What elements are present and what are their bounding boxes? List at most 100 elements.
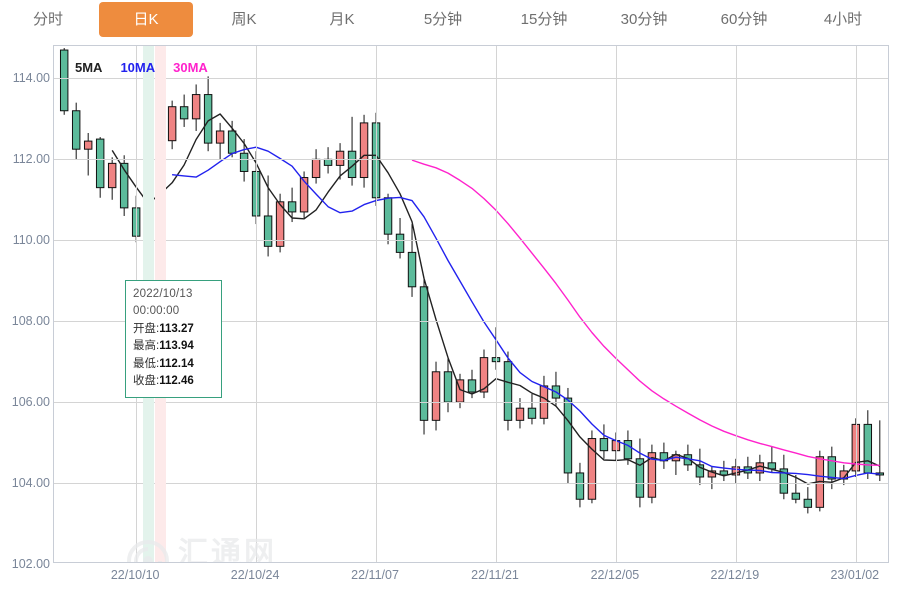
y-axis-label: 108.00 bbox=[11, 314, 50, 329]
candlestick bbox=[431, 361, 441, 431]
candlestick bbox=[527, 394, 537, 425]
x-axis-label: 22/12/05 bbox=[590, 568, 640, 582]
candlestick bbox=[587, 430, 597, 504]
candlestick bbox=[563, 387, 573, 484]
gridline-horizontal bbox=[54, 321, 888, 322]
tooltip-open-label: 开盘: bbox=[133, 322, 160, 335]
candlestick bbox=[323, 147, 333, 174]
candlestick-chart-plot[interactable]: 汇通网 FX678.COM 2022/10/13 00:00:00 开盘:113… bbox=[53, 45, 889, 563]
tooltip-close-label: 收盘: bbox=[133, 375, 160, 388]
tab-周K[interactable]: 周K bbox=[207, 2, 281, 37]
tooltip-high-row: 最高:113.94 bbox=[133, 338, 215, 355]
candlestick bbox=[731, 458, 741, 484]
x-axis-label: 22/10/24 bbox=[230, 568, 280, 582]
tab-label: 周K bbox=[231, 11, 257, 28]
candlestick bbox=[227, 120, 237, 158]
y-axis-label: 104.00 bbox=[11, 476, 50, 491]
ma30-line bbox=[411, 159, 880, 466]
candlestick bbox=[359, 114, 369, 188]
tab-label: 日K bbox=[133, 11, 159, 28]
gridline-vertical bbox=[856, 46, 857, 562]
candlestick bbox=[59, 48, 69, 115]
tooltip-low-label: 最低: bbox=[133, 357, 160, 370]
candlestick bbox=[239, 139, 249, 182]
ohlc-tooltip: 2022/10/13 00:00:00 开盘:113.27 最高:113.94 … bbox=[125, 280, 222, 398]
tooltip-open-value: 113.27 bbox=[159, 322, 194, 335]
gridline-vertical bbox=[616, 46, 617, 562]
x-axis: 22/10/10 22/10/24 22/11/07 22/11/21 22/12/05… bbox=[53, 564, 889, 594]
candlestick bbox=[419, 278, 429, 435]
tooltip-low-value: 112.14 bbox=[159, 357, 194, 370]
candlestick bbox=[95, 137, 105, 198]
candlestick bbox=[851, 418, 861, 477]
gridline-vertical bbox=[736, 46, 737, 562]
candlestick bbox=[275, 193, 285, 253]
candlestick bbox=[179, 94, 189, 127]
candlestick bbox=[479, 349, 489, 399]
candlestick bbox=[83, 133, 93, 176]
tab-4小时[interactable]: 4小时 bbox=[800, 2, 886, 37]
tooltip-close-value: 112.46 bbox=[159, 375, 194, 388]
candlestick bbox=[515, 398, 525, 429]
gridline-horizontal bbox=[54, 240, 888, 241]
gridline-horizontal bbox=[54, 402, 888, 403]
candlestick bbox=[347, 116, 357, 186]
legend-10ma: 10MA bbox=[120, 60, 156, 75]
tab-60分钟[interactable]: 60分钟 bbox=[696, 2, 792, 37]
candlestick bbox=[707, 466, 717, 490]
ma10-line bbox=[172, 146, 880, 480]
candlestick bbox=[191, 84, 201, 131]
candlestick bbox=[491, 327, 501, 370]
gridline-horizontal bbox=[54, 159, 888, 160]
tab-分时[interactable]: 分时 bbox=[11, 2, 85, 37]
tooltip-time: 00:00:00 bbox=[133, 305, 180, 318]
tab-30分钟[interactable]: 30分钟 bbox=[596, 2, 692, 37]
candlestick bbox=[791, 474, 801, 504]
tooltip-high-value: 113.94 bbox=[159, 340, 194, 353]
y-axis-label: 110.00 bbox=[12, 233, 50, 248]
candlestick bbox=[755, 454, 765, 482]
y-axis-label: 106.00 bbox=[11, 395, 50, 410]
ma-legend: 5MA 10MA 30MA bbox=[75, 60, 208, 75]
price-series-layer bbox=[59, 48, 885, 514]
y-axis: 102.00 104.00 106.00 108.00 110.00 112.00 114.… bbox=[0, 45, 50, 571]
candlestick bbox=[875, 420, 885, 482]
x-axis-label: 22/12/19 bbox=[710, 568, 760, 582]
candlestick bbox=[575, 462, 585, 508]
y-axis-label: 112.00 bbox=[12, 152, 50, 167]
tab-label: 15分钟 bbox=[520, 11, 568, 28]
candlestick bbox=[119, 155, 129, 216]
x-axis-label: 22/10/10 bbox=[110, 568, 160, 582]
tab-label: 4小时 bbox=[823, 11, 863, 28]
candlestick bbox=[263, 175, 273, 257]
candlestick bbox=[71, 102, 81, 160]
candlestick bbox=[599, 424, 609, 459]
timeframe-tab-bar[interactable]: 分时 日K 周K 月K 5分钟 15分钟 30分钟 60分钟 4小时 bbox=[0, 0, 918, 39]
candlestick bbox=[407, 224, 417, 297]
candlestick bbox=[863, 410, 873, 480]
tooltip-high-label: 最高: bbox=[133, 340, 160, 353]
tab-月K[interactable]: 月K bbox=[305, 2, 379, 37]
candlestick bbox=[215, 122, 225, 160]
candlestick bbox=[551, 371, 561, 407]
y-axis-label: 102.00 bbox=[11, 557, 50, 571]
tab-15分钟[interactable]: 15分钟 bbox=[496, 2, 592, 37]
tooltip-open-row: 开盘:113.27 bbox=[133, 321, 215, 338]
gridline-horizontal bbox=[54, 483, 888, 484]
tooltip-low-row: 最低:112.14 bbox=[133, 356, 215, 373]
candlestick bbox=[167, 100, 177, 150]
candlestick bbox=[743, 456, 753, 480]
candlestick bbox=[383, 193, 393, 245]
candlestick bbox=[719, 460, 729, 482]
tab-日K[interactable]: 日K bbox=[99, 2, 193, 37]
candlestick bbox=[395, 217, 405, 259]
tab-label: 5分钟 bbox=[423, 11, 463, 28]
x-axis-label: 22/11/21 bbox=[471, 568, 519, 582]
candlestick bbox=[635, 438, 645, 508]
tab-label: 分时 bbox=[32, 11, 63, 28]
legend-5ma: 5MA bbox=[75, 60, 103, 75]
candlestick bbox=[335, 143, 345, 180]
tab-5分钟[interactable]: 5分钟 bbox=[400, 2, 486, 37]
candlestick bbox=[659, 442, 669, 469]
legend-30ma: 30MA bbox=[173, 60, 208, 75]
